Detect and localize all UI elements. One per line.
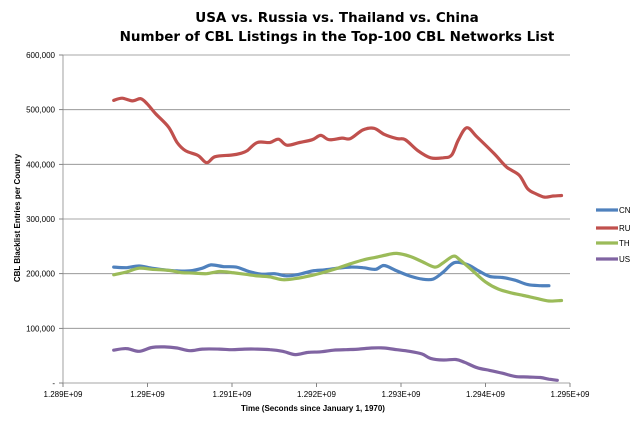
y-tick-label: 500,000 (26, 106, 55, 115)
x-axis-ticks: 1.289E+09 1.29E+09 1.291E+09 1.292E+09 1.293… (44, 383, 590, 399)
y-tick-label: - (52, 379, 55, 388)
y-tick-label: 200,000 (26, 270, 55, 279)
series-lines (112, 96, 564, 382)
x-tick-label: 1.294E+09 (466, 390, 505, 399)
y-tick-label: 400,000 (26, 160, 55, 169)
legend-label-th: TH (619, 239, 630, 248)
series-line-us (112, 345, 559, 382)
x-tick-label: 1.292E+09 (297, 390, 336, 399)
gridlines (63, 54, 570, 329)
x-tick-label: 1.29E+09 (130, 390, 165, 399)
y-axis-label: CBL Blacklist Entries per Country (13, 153, 22, 282)
legend-label-us: US (619, 255, 630, 264)
y-tick-label: 600,000 (26, 51, 55, 60)
chart-subtitle: Number of CBL Listings in the Top-100 CB… (120, 29, 555, 45)
series-line-th (112, 251, 564, 303)
x-axis-label: Time (Seconds since January 1, 1970) (241, 404, 385, 413)
x-tick-label: 1.293E+09 (382, 390, 421, 399)
x-tick-label: 1.291E+09 (213, 390, 252, 399)
y-tick-label: 300,000 (26, 215, 55, 224)
legend-label-ru: RU (619, 224, 631, 233)
x-tick-label: 1.289E+09 (44, 390, 83, 399)
y-axis-ticks: - 100,000 200,000 300,000 400,000 500,000 600,… (26, 51, 63, 388)
series-line-ru (112, 96, 564, 199)
chart-title: USA vs. Russia vs. Thailand vs. China (195, 10, 478, 26)
y-tick-label: 100,000 (26, 324, 55, 333)
legend-label-cn: CN (619, 206, 631, 215)
x-tick-label: 1.295E+09 (551, 390, 590, 399)
legend: CN RU TH US (596, 206, 631, 264)
